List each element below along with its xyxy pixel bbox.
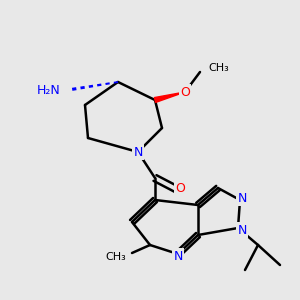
Text: N: N [237,224,247,236]
Text: H₂N: H₂N [36,83,60,97]
Text: N: N [173,250,183,262]
Text: N: N [133,146,143,158]
Text: N: N [237,191,247,205]
Text: CH₃: CH₃ [208,63,229,73]
Text: O: O [175,182,185,194]
Text: O: O [180,85,190,98]
Text: CH₃: CH₃ [105,252,126,262]
Polygon shape [154,92,185,102]
